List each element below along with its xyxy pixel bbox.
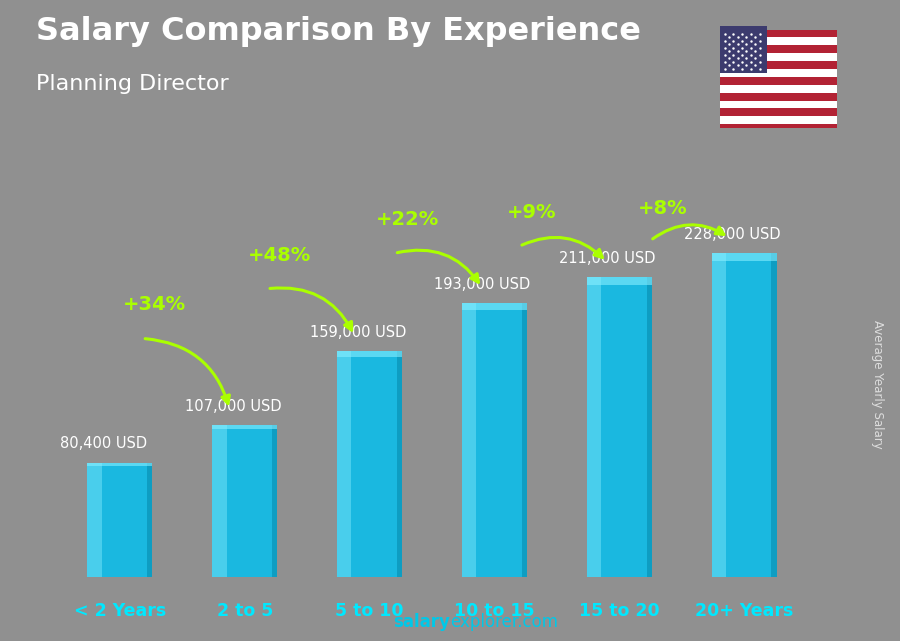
Bar [720,108,837,117]
Bar [212,425,277,429]
Text: explorer.com: explorer.com [450,613,558,631]
Bar [462,303,526,577]
Bar [587,278,652,577]
Bar [720,85,837,93]
Bar [338,351,351,577]
Bar [272,425,277,577]
Bar [712,253,777,577]
Text: +9%: +9% [507,203,556,222]
Text: 15 to 20: 15 to 20 [579,603,660,620]
Bar [87,463,102,577]
Text: < 2 Years: < 2 Years [74,603,166,620]
Text: salary: salary [393,613,450,631]
Text: 159,000 USD: 159,000 USD [310,325,406,340]
Bar [87,463,152,577]
Bar [720,101,837,108]
Bar [720,124,837,132]
Text: 193,000 USD: 193,000 USD [435,277,531,292]
Bar [720,69,837,77]
Bar [646,278,652,577]
Bar [720,26,767,73]
Bar [720,61,837,69]
Text: Planning Director: Planning Director [36,74,229,94]
Text: 5 to 10: 5 to 10 [336,603,404,620]
Text: +22%: +22% [375,210,438,229]
Bar [720,117,837,124]
Bar [338,351,402,357]
Bar [720,93,837,101]
Text: 228,000 USD: 228,000 USD [684,227,781,242]
Bar [587,278,652,285]
Bar [212,425,227,577]
Bar [462,303,526,310]
Text: 80,400 USD: 80,400 USD [60,437,147,451]
Bar [397,351,402,577]
Bar [148,463,152,577]
Bar [720,77,837,85]
Bar [720,53,837,61]
Bar [587,278,601,577]
Text: Salary Comparison By Experience: Salary Comparison By Experience [36,16,641,47]
Text: +34%: +34% [123,296,186,314]
Text: Average Yearly Salary: Average Yearly Salary [871,320,884,449]
Text: +48%: +48% [248,246,311,265]
Text: 107,000 USD: 107,000 USD [184,399,282,413]
Bar [720,29,837,37]
Text: 20+ Years: 20+ Years [695,603,793,620]
Bar [212,425,277,577]
Text: 2 to 5: 2 to 5 [217,603,273,620]
Bar [522,303,526,577]
Text: 10 to 15: 10 to 15 [454,603,535,620]
Bar [338,351,402,577]
Bar [720,46,837,53]
Text: +8%: +8% [638,199,688,218]
Bar [771,253,777,577]
Bar [462,303,476,577]
Text: 211,000 USD: 211,000 USD [559,251,656,266]
Bar [712,253,777,262]
Bar [712,253,726,577]
Bar [87,463,152,465]
Bar [720,37,837,46]
